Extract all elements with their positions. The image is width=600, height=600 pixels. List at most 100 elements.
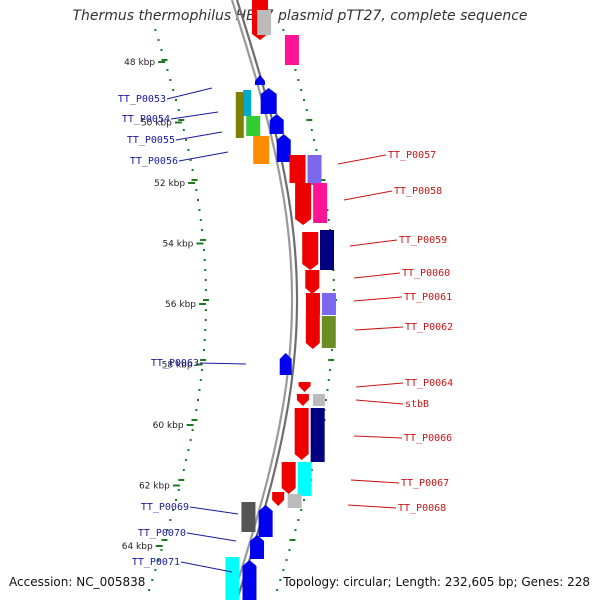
gene-block-reverse [298, 382, 311, 392]
gene-block-navy [320, 230, 335, 270]
tick-mark-inner [148, 589, 151, 591]
gene-label-left[interactable]: TT_P0070 [138, 528, 186, 539]
kbp-label: 48 kbp [124, 58, 155, 68]
kbp-tick [196, 242, 204, 245]
gene-label-right[interactable]: TT_P0058 [394, 186, 442, 197]
gene-block-cyan [225, 557, 240, 600]
tick-mark-outer [300, 89, 303, 91]
tick-mark-outer [294, 69, 297, 71]
tick-mark-outer [303, 99, 305, 101]
tick-mark-inner [201, 369, 203, 371]
tick-mark-inner [151, 579, 154, 581]
tick-mark-inner [203, 299, 209, 301]
gene-block-navy [310, 408, 325, 462]
tick-mark-inner [203, 259, 206, 261]
tick-mark-inner [172, 89, 175, 91]
gene-block-slateblue [321, 293, 336, 315]
tick-mark-inner [154, 569, 157, 571]
gene-block-forward [260, 88, 277, 114]
gene-label-left[interactable]: TT_P0071 [132, 557, 180, 568]
tick-mark-outer [313, 139, 316, 141]
tick-mark-inner [195, 189, 198, 191]
gene-label-right[interactable]: TT_P0064 [405, 378, 453, 389]
label-leader-left [186, 532, 237, 542]
tick-mark-inner [157, 39, 160, 41]
kbp-tick [199, 303, 206, 305]
tick-mark-outer [289, 539, 296, 541]
gene-label-left[interactable]: TT_P0055 [127, 135, 175, 146]
gene-block-grey [312, 394, 325, 406]
label-leader-left [170, 111, 219, 120]
kbp-label: 64 kbp [122, 542, 153, 552]
tick-mark-inner [161, 59, 168, 61]
gene-label-right[interactable]: TT_P0060 [402, 268, 450, 279]
kbp-tick [172, 484, 180, 487]
gene-block-forward [269, 114, 284, 134]
tick-mark-outer [315, 149, 318, 151]
tick-mark-inner [161, 539, 168, 541]
label-leader-right [349, 239, 398, 247]
tick-mark-outer [294, 529, 297, 531]
gene-features [225, 0, 336, 600]
gene-label-right[interactable]: TT_P0059 [399, 235, 447, 246]
kbp-label: 58 kbp [162, 361, 193, 371]
kbp-scale: 48 kbp 50 kbp 52 kbp 54 kbp 56 kbp 58 kbp 60 k… [122, 58, 206, 552]
tick-mark-outer [326, 209, 329, 211]
gene-label-left[interactable]: TT_P0063 [151, 358, 199, 369]
tick-mark-inner [189, 439, 192, 441]
tick-mark-inner [195, 409, 198, 411]
gene-label-right[interactable]: TT_P0066 [404, 433, 452, 444]
tick-mark-inner [199, 379, 202, 381]
gene-label-right[interactable]: TT_P0062 [405, 322, 453, 333]
gene-block-reverse [305, 293, 320, 315]
label-leader-right [353, 435, 403, 439]
label-leader-left [178, 151, 229, 162]
gene-label-left[interactable]: TT_P0056 [130, 156, 178, 167]
gene-block-forward [242, 560, 257, 600]
gene-block-slateblue [307, 155, 322, 185]
tick-mark-outer [327, 219, 330, 221]
tick-mark-inner [204, 269, 207, 271]
tick-mark-outer [282, 29, 285, 31]
gene-block-orange [253, 136, 270, 164]
tick-mark-inner [182, 129, 185, 131]
gene-label-left[interactable]: TT_P0054 [122, 114, 170, 125]
tick-mark-outer [325, 399, 327, 401]
gene-block-forward [258, 505, 273, 537]
tick-mark-outer [303, 499, 305, 501]
tick-mark-inner [197, 399, 199, 401]
tick-mark-inner [187, 449, 190, 451]
gene-block-reverse [305, 270, 320, 294]
gene-labels: TT_P0053 TT_P0054 TT_P0055 TT_P0056 TT_P0063… [118, 87, 453, 573]
tick-mark-inner [160, 49, 163, 51]
tick-mark-inner [204, 319, 207, 321]
gene-label-right[interactable]: TT_P0068 [398, 503, 446, 514]
gene-label-right[interactable]: TT_P0061 [404, 292, 452, 303]
tick-mark-inner [203, 349, 205, 351]
tick-mark-outer [288, 549, 291, 551]
kbp-label: 60 kbp [153, 421, 184, 431]
label-leader-right [350, 479, 400, 484]
tick-mark-outer [297, 519, 300, 521]
tick-mark-inner [177, 109, 180, 111]
tick-mark-inner [185, 139, 188, 141]
label-leader-right [353, 272, 401, 279]
label-leader-left [180, 561, 233, 573]
gene-label-right[interactable]: TT_P0057 [388, 150, 436, 161]
gene-block-forward [279, 353, 292, 375]
tick-mark-inner [204, 279, 207, 281]
gene-block-pink [313, 183, 328, 223]
gene-label-left[interactable]: TT_P0053 [118, 94, 166, 105]
gene-block-grey [257, 10, 272, 35]
label-leader-right [354, 326, 404, 331]
tick-mark-inner [198, 389, 201, 391]
kbp-tick [188, 182, 196, 184]
gene-label-left[interactable]: TT_P0069 [141, 502, 189, 513]
tick-mark-outer [276, 589, 279, 591]
gene-label-right[interactable]: stbB [405, 399, 429, 410]
gene-label-right[interactable]: TT_P0067 [401, 478, 449, 489]
tick-mark-inner [197, 199, 199, 201]
tick-mark-inner [200, 359, 207, 361]
gene-block-pink [284, 35, 299, 65]
